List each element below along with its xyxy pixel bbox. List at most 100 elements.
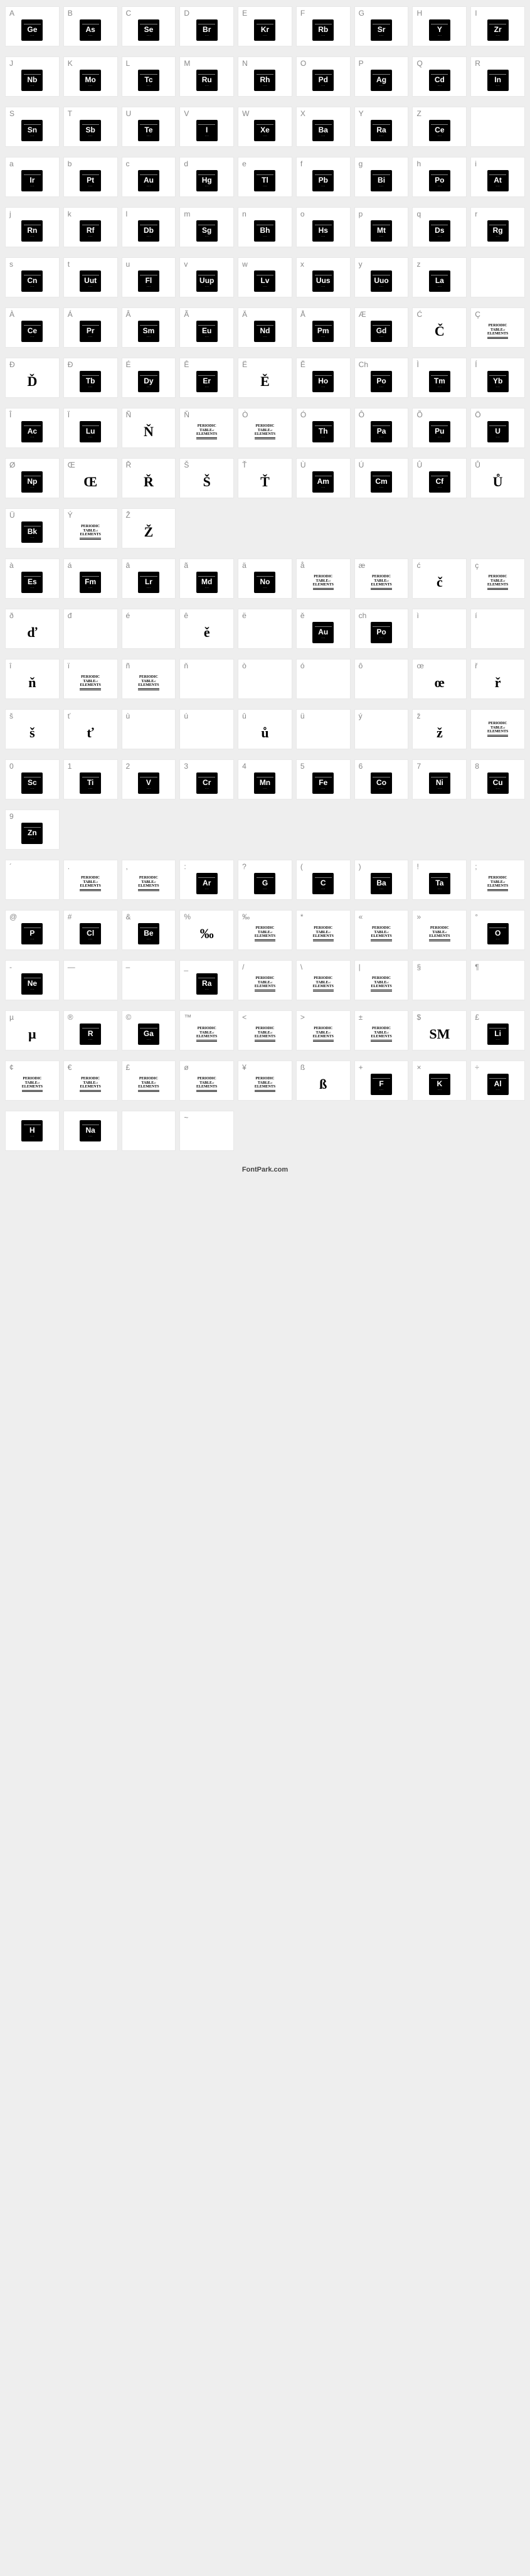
glyph-cell: +F···· [354,1061,409,1101]
glyph-label: ° [475,913,521,921]
element-symbol: Ir [29,176,34,184]
glyph-image: Cn···· [9,268,55,294]
glyph-image: ß [300,1071,346,1098]
glyph-label: Ž [126,511,172,519]
element-tile: Li···· [487,1023,509,1045]
glyph-label: Ö [475,411,521,419]
element-symbol: Nd [260,327,270,334]
glyph-cell: JNb···· [5,56,60,97]
glyph-label: € [68,1064,114,1071]
glyph-cell: 9Zn···· [5,810,60,850]
glyph-cell: æPERIODICTABLEofELEMENTS [354,558,409,599]
glyph-label: Ů [475,461,521,469]
glyph-image: Th···· [300,419,346,445]
glyph-label: ± [359,1013,405,1021]
element-tile: Cf···· [429,471,450,493]
glyph-cell: wLv···· [238,257,292,297]
footer-text: FontPark.com [5,1166,525,1173]
glyph-cell: âLr···· [122,558,176,599]
glyph-cell: ñPERIODICTABLEofELEMENTS [122,659,176,699]
glyph-label: 3 [184,762,230,770]
glyph-row: ðďđéêěëěAu····chPo····ìí [5,609,525,649]
glyph-label: ć [416,562,462,569]
glyph-cell: $SM [412,1010,467,1050]
glyph-label: d [184,160,230,168]
glyph-label: ě [300,612,346,619]
glyph-cell: fPb···· [296,157,351,197]
element-symbol: Am [317,478,329,485]
glyph-cell: °O···· [470,910,525,950]
glyph-cell: PERIODICTABLEofELEMENTS [470,709,525,749]
glyph-image: Rn···· [9,218,55,244]
glyph-row: µµ®R····©Ga····™PERIODICTABLEofELEMENTS<… [5,1010,525,1050]
glyph-cell: AGe···· [5,6,60,46]
element-symbol: Po [376,628,386,636]
glyph-label: b [68,160,114,168]
glyph-cell: ÊEr···· [179,358,234,398]
glyph-image: F···· [359,1071,405,1098]
glyph-image: PERIODICTABLEofELEMENTS [68,1071,114,1098]
glyph-label: É [126,361,172,368]
glyph-label: ê [184,612,230,619]
glyph-label: ô [359,662,405,670]
periodic-table-logo: PERIODICTABLEofELEMENTS [138,876,159,891]
glyph-label: & [126,913,172,921]
element-tile: Ar···· [196,873,218,894]
glyph-cell: ćč [412,558,467,599]
element-symbol: Cm [375,478,387,485]
glyph-label: o [300,210,346,218]
glyph-label: . [68,863,114,870]
element-symbol: Th [319,427,328,435]
glyph-image: Au···· [126,168,172,194]
element-tile: F···· [371,1074,392,1095]
element-tile: Mn···· [254,772,275,794]
glyph-cell: qDs···· [412,207,467,247]
glyph-cell: yUuo···· [354,257,409,297]
element-tile: Fm···· [80,572,101,593]
glyph-image: Ge···· [9,17,55,43]
periodic-table-logo: PERIODICTABLEofELEMENTS [138,1077,159,1092]
glyph-cell [122,1111,176,1151]
glyph-image: As···· [68,17,114,43]
glyph-label: Š [184,461,230,469]
glyph-row: ¢PERIODICTABLEofELEMENTS€PERIODICTABLEof… [5,1061,525,1101]
glyph-cell: šš [5,709,60,749]
glyph-image: Fm···· [68,569,114,596]
element-tile: Y···· [429,19,450,41]
element-symbol: Lv [260,277,269,284]
element-tile: As···· [80,19,101,41]
glyph-label: ň [184,662,230,670]
glyph-cell: ù [122,709,176,749]
glyph-image: Dy···· [126,368,172,395]
glyph-image: Uup···· [184,268,230,294]
element-tile: Db···· [138,220,159,242]
glyph-cell: ™PERIODICTABLEofELEMENTS [179,1010,234,1050]
glyph-cell: ĐTb···· [63,358,118,398]
periodic-table-logo: PERIODICTABLEofELEMENTS [80,1077,100,1092]
glyph-cell: § [412,960,467,1000]
glyph-cell: KMo···· [63,56,118,97]
glyph-cell: kRf···· [63,207,118,247]
periodic-table-logo: PERIODICTABLEofELEMENTS [313,926,334,941]
periodic-table-logo: PERIODICTABLEofELEMENTS [255,926,275,941]
glyph-image: Tl···· [242,168,288,194]
glyph-label: P [359,60,405,67]
glyph-label: R [475,60,521,67]
element-tile: Ho···· [312,371,334,392]
glyph-label: ch [359,612,405,619]
glyph-label: / [242,963,288,971]
element-symbol: Cr [203,779,211,786]
glyph-cell: )Ba···· [354,860,409,900]
glyph-row: ÀCe····ÁPr····ÂSm····ÃEu····ÄNd····ÅPm··… [5,307,525,348]
glyph-label: ë [242,612,288,619]
glyph-image: ř [475,670,521,696]
glyph-image: Tb···· [68,368,114,395]
element-tile: La···· [429,270,450,292]
glyph-row: SSn····TSb····UTe····VI····WXe····XBa···… [5,107,525,147]
element-tile: Mt···· [371,220,392,242]
element-symbol: Np [27,478,37,485]
element-tile: Hs···· [312,220,334,242]
element-symbol: Ce [435,126,444,134]
glyph-label: ž [416,712,462,720]
glyph-image: Md···· [184,569,230,596]
